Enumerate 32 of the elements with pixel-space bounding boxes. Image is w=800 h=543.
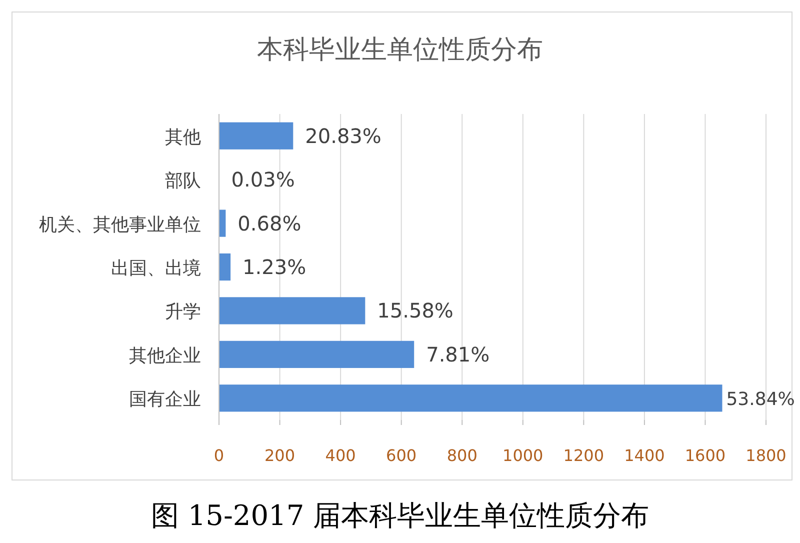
- annotation: 20.83%: [305, 124, 382, 148]
- bar: [219, 253, 231, 281]
- y-tick-label: 出国、出境: [111, 258, 201, 279]
- bar: [219, 210, 226, 237]
- x-tick-label: 1000: [502, 446, 544, 465]
- x-tick-label: 600: [386, 446, 417, 465]
- x-tick-label: 0: [214, 446, 224, 465]
- y-tick-label: 部队: [165, 170, 201, 192]
- y-tick-label: 其他: [165, 126, 201, 148]
- caption: 图 15-2017 届本科毕业生单位性质分布: [150, 499, 650, 532]
- y-tick-label: 国有企业: [129, 389, 201, 410]
- bar: [219, 297, 366, 324]
- y-tick-label: 升学: [165, 302, 201, 323]
- x-tick-label: 800: [446, 446, 478, 465]
- annotation: 0.03%: [231, 168, 295, 192]
- annotation: 15.58%: [377, 298, 454, 323]
- y-tick-label: 其他企业: [129, 345, 201, 366]
- chart-title: 本科毕业生单位性质分布: [257, 35, 543, 65]
- x-tick-label: 400: [325, 446, 356, 465]
- x-tick-label: 1600: [684, 446, 726, 465]
- bar: [219, 384, 722, 412]
- x-tick-label: 1200: [563, 446, 604, 465]
- annotation: 53.84%: [726, 389, 795, 410]
- annotation: 1.23%: [242, 255, 306, 279]
- x-tick-label: 1400: [624, 446, 665, 465]
- annotation: 0.68%: [238, 211, 302, 236]
- x-tick-label: 200: [264, 446, 296, 465]
- bar: [219, 122, 294, 150]
- x-tick-label: 1800: [746, 446, 786, 465]
- y-tick-label: 机关、其他事业单位: [39, 214, 201, 236]
- bar: [219, 340, 414, 368]
- annotation: 7.81%: [426, 342, 490, 366]
